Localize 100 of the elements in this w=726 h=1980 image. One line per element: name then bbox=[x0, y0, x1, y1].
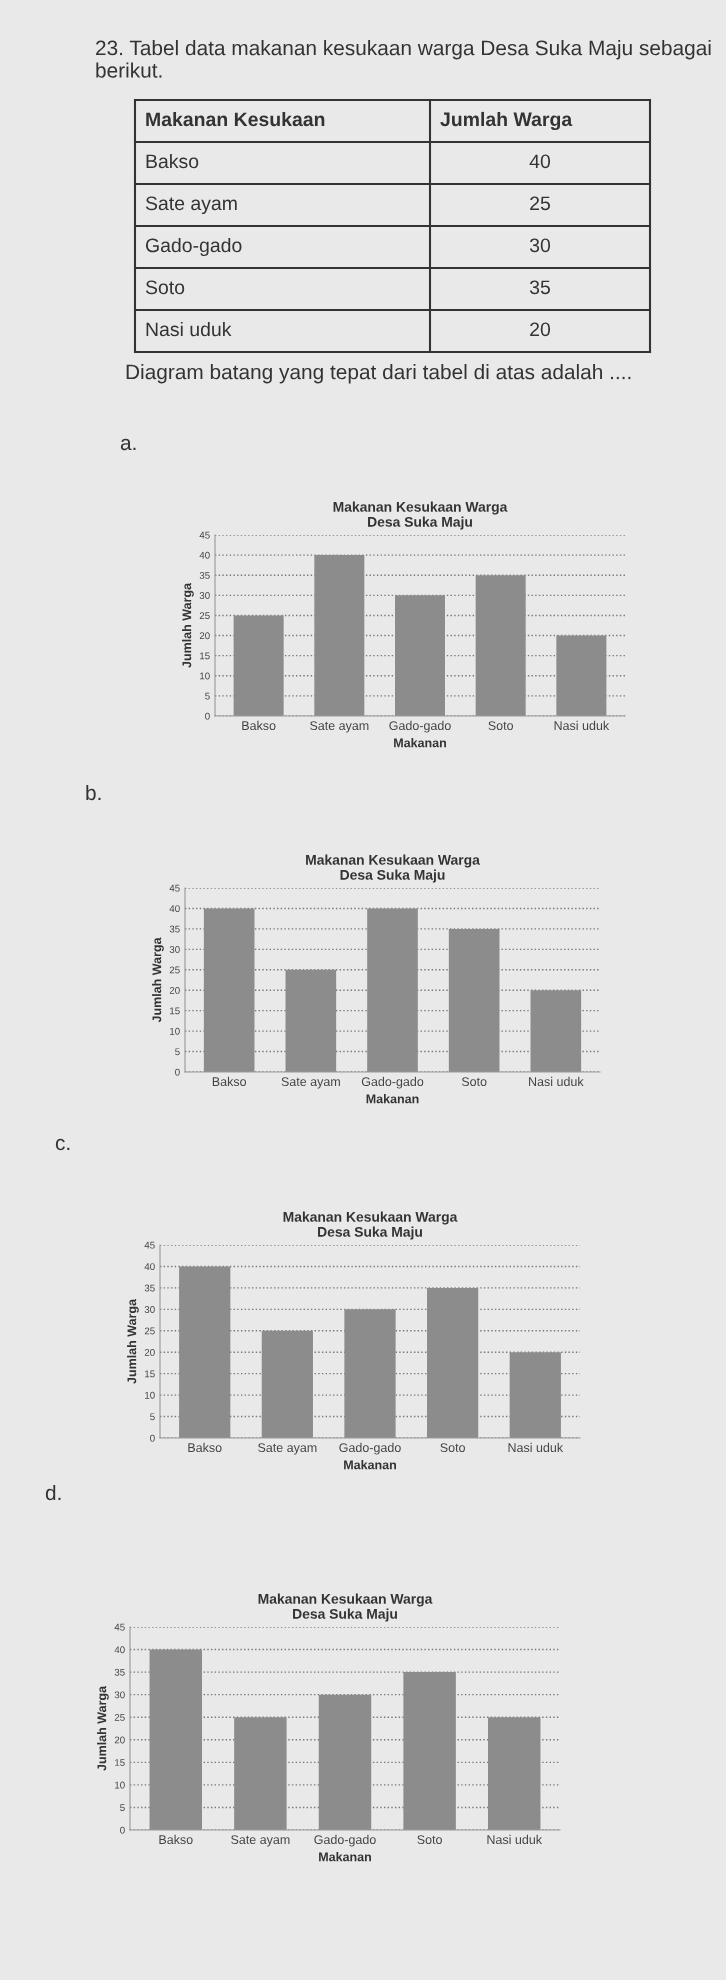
x-tick-label: Soto bbox=[461, 1077, 487, 1087]
x-tick-label: Gado-gado bbox=[361, 1076, 424, 1089]
bar bbox=[367, 908, 418, 1072]
y-tick-label: 40 bbox=[114, 1646, 125, 1654]
bar bbox=[427, 1287, 479, 1438]
chart-title: Makanan Kesukaan Warga Desa Suka Maju bbox=[258, 1593, 433, 1622]
category-label: Gado-gado bbox=[145, 237, 242, 257]
text: a. bbox=[120, 438, 136, 451]
text: c. bbox=[55, 1138, 70, 1151]
chart-title: Makanan Kesukaan Warga Desa Suka Maju bbox=[283, 1211, 458, 1240]
bar bbox=[261, 1330, 313, 1438]
x-tick-label: Soto bbox=[488, 721, 514, 731]
chart-title: Makanan Kesukaan Warga Desa Suka Maju bbox=[333, 501, 508, 530]
y-tick-label: 5 bbox=[175, 1048, 180, 1056]
y-tick-label: 30 bbox=[199, 592, 210, 599]
text: Diagram batang yang tepat dari tabel di atas adalah .... bbox=[126, 364, 631, 384]
y-tick-label: 5 bbox=[120, 1804, 125, 1812]
y-tick-label: 20 bbox=[169, 986, 180, 994]
y-tick-label: 15 bbox=[145, 1370, 155, 1378]
y-tick-label: 40 bbox=[199, 551, 210, 559]
y-axis-title: Jumlah Warga bbox=[152, 937, 164, 1023]
category-label: Sate ayam bbox=[145, 196, 237, 215]
x-tick-label: Soto bbox=[417, 1835, 442, 1845]
bar bbox=[314, 555, 365, 716]
bar bbox=[318, 1694, 372, 1830]
y-tick-label: 20 bbox=[144, 1348, 155, 1356]
x-tick-label: Gado-gado bbox=[314, 1834, 376, 1847]
bar bbox=[448, 928, 500, 1072]
bar bbox=[509, 1352, 561, 1438]
text: Jumlah Warga bbox=[440, 111, 573, 131]
text: b. bbox=[86, 784, 101, 801]
text: d. bbox=[45, 1484, 61, 1501]
y-tick-label: 10 bbox=[115, 1781, 125, 1789]
bar bbox=[403, 1672, 456, 1830]
bar bbox=[234, 1717, 287, 1830]
y-tick-label: 20 bbox=[114, 1736, 125, 1744]
y-tick-label: 45 bbox=[199, 531, 210, 539]
x-axis-title: Makanan bbox=[366, 1094, 419, 1104]
x-axis-title: Makanan bbox=[394, 738, 446, 748]
y-tick-label: 10 bbox=[170, 1027, 180, 1035]
y-axis-title: Jumlah Warga bbox=[182, 582, 194, 668]
text: 23. Tabel data makanan kesukaan warga Desa Suka Maju sebagai berikut. bbox=[96, 40, 711, 78]
data-label: 20 bbox=[530, 322, 551, 337]
y-tick-label: 25 bbox=[114, 1713, 125, 1721]
y-tick-label: 40 bbox=[144, 1263, 155, 1271]
y-tick-label: 35 bbox=[169, 925, 180, 933]
y-tick-label: 35 bbox=[199, 571, 210, 579]
bar bbox=[149, 1649, 203, 1830]
y-tick-label: 45 bbox=[114, 1623, 125, 1631]
y-tick-label: 0 bbox=[205, 712, 210, 720]
y-tick-label: 0 bbox=[150, 1434, 155, 1442]
x-tick-label: Sate ayam bbox=[258, 1443, 317, 1455]
data-label: 25 bbox=[530, 196, 550, 211]
data-label: 35 bbox=[529, 280, 550, 295]
x-tick-label: Nasi uduk bbox=[529, 1076, 584, 1087]
bar bbox=[475, 575, 526, 716]
data-label: 30 bbox=[529, 238, 551, 253]
y-tick-label: 5 bbox=[205, 692, 210, 700]
bar bbox=[556, 635, 607, 716]
y-tick-label: 20 bbox=[199, 632, 210, 640]
y-axis-title: Jumlah Warga bbox=[97, 1685, 109, 1771]
y-tick-label: 10 bbox=[200, 672, 210, 680]
category-label: Soto bbox=[145, 280, 185, 295]
bar bbox=[233, 615, 284, 716]
y-tick-label: 30 bbox=[144, 1306, 155, 1313]
x-tick-label: Nasi uduk bbox=[554, 720, 610, 731]
bar bbox=[530, 990, 582, 1072]
x-tick-label: Sate ayam bbox=[281, 1077, 340, 1089]
x-tick-label: Bakso bbox=[212, 1076, 247, 1087]
y-tick-label: 45 bbox=[144, 1241, 155, 1249]
y-tick-label: 15 bbox=[170, 1007, 180, 1015]
y-tick-label: 0 bbox=[175, 1068, 180, 1076]
y-tick-label: 15 bbox=[200, 652, 210, 660]
y-tick-label: 25 bbox=[169, 966, 180, 974]
text: Makanan Kesukaan bbox=[146, 111, 325, 127]
x-tick-label: Bakso bbox=[159, 1834, 193, 1845]
y-tick-label: 5 bbox=[150, 1413, 155, 1421]
x-tick-label: Bakso bbox=[188, 1442, 222, 1453]
x-axis-title: Makanan bbox=[344, 1460, 396, 1470]
x-axis-title: Makanan bbox=[319, 1852, 371, 1862]
category-label: Nasi uduk bbox=[146, 321, 232, 337]
y-tick-label: 30 bbox=[169, 946, 180, 953]
y-tick-label: 10 bbox=[145, 1391, 155, 1399]
x-tick-label: Soto bbox=[440, 1443, 465, 1453]
y-tick-label: 35 bbox=[114, 1668, 125, 1676]
y-axis-title: Jumlah Warga bbox=[127, 1298, 139, 1384]
y-tick-label: 15 bbox=[115, 1759, 125, 1766]
bar bbox=[179, 1266, 231, 1438]
x-tick-label: Sate ayam bbox=[310, 721, 369, 733]
y-tick-label: 0 bbox=[120, 1826, 125, 1834]
x-tick-label: Sate ayam bbox=[231, 1835, 290, 1847]
bar bbox=[285, 969, 337, 1072]
y-tick-label: 45 bbox=[169, 884, 180, 892]
y-tick-label: 30 bbox=[114, 1691, 125, 1699]
x-tick-label: Gado-gado bbox=[339, 1442, 401, 1455]
x-tick-label: Gado-gado bbox=[389, 720, 451, 733]
chart-title: Makanan Kesukaan Warga Desa Suka Maju bbox=[306, 854, 480, 883]
category-label: Bakso bbox=[146, 153, 199, 169]
y-tick-label: 25 bbox=[199, 612, 210, 620]
bar bbox=[394, 595, 446, 716]
